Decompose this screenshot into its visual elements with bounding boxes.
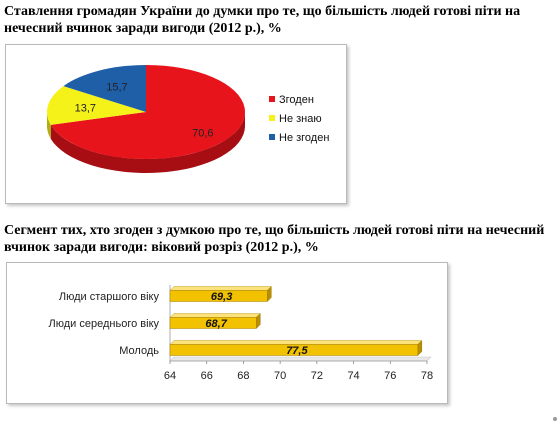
bar-chart-title: Сегмент тих, хто згоден з думкою про те,… [4,223,545,255]
legend-swatch-не-знаю [269,115,275,121]
bar-top-молодь [169,340,423,345]
pie-chart-panel: 70,6 13,7 15,7 Згоден Не знаю Не згоден [5,44,347,204]
bar-люди-старшого-віку [169,290,268,302]
pie-side-згоден [50,112,245,173]
x-tick-label-70: 70 [274,370,286,382]
pie-chart-title: Ставлення громадян України до думки про … [4,4,521,36]
pie-slice-не-згоден [63,65,146,112]
x-tick-label-72: 72 [311,370,323,382]
bar-chart: 64 66 68 70 72 74 76 78 Люди старшого віку 69,3 Лю… [49,285,433,382]
pie-chart: 70,6 13,7 15,7 Згоден Не знаю Не згоден [47,65,329,173]
legend-swatch-згоден [269,96,275,102]
category-label-молодь: Молодь [119,345,159,357]
x-tick-label-68: 68 [237,370,249,382]
x-tick-label-76: 76 [384,370,396,382]
bar-value-label-люди-старшого-віку: 69,3 [211,291,232,303]
pie-side-не-знаю [47,112,51,139]
legend-label-згоден: Згоден [279,94,314,106]
x-tick-label-78: 78 [421,370,433,382]
pie-slice-не-знаю [47,86,146,125]
pie-slice-згоден [50,65,245,159]
x-tick-label-66: 66 [201,370,213,382]
x-tick-label-74: 74 [347,370,359,382]
bar-top-люди-старшого-віку [169,286,272,291]
legend-label-не-згоден: Не згоден [279,132,329,144]
bar-молодь [169,344,419,356]
category-label-люди-середнього-віку: Люди середнього віку [49,318,160,330]
pie-value-label-не-знаю: 13,7 [75,103,96,115]
pie-value-label-згоден: 70,6 [192,127,213,139]
legend-swatch-не-згоден [269,134,275,140]
bar-chart-panel: 64 66 68 70 72 74 76 78 Люди старшого віку 69,3 Лю… [6,262,448,404]
bar-value-label-люди-середнього-віку: 68,7 [205,318,227,330]
pie-value-label-не-згоден: 15,7 [106,81,127,93]
x-tick-label-64: 64 [164,370,176,382]
bar-люди-середнього-віку [169,317,257,329]
bar-top-люди-середнього-віку [169,313,261,318]
bar-chart-floor [169,356,432,362]
legend-label-не-знаю: Не знаю [279,113,322,125]
page-dot-decoration [553,417,557,421]
category-label-люди-старшого-віку: Люди старшого віку [59,291,160,303]
bar-value-label-молодь: 77,5 [286,345,308,357]
